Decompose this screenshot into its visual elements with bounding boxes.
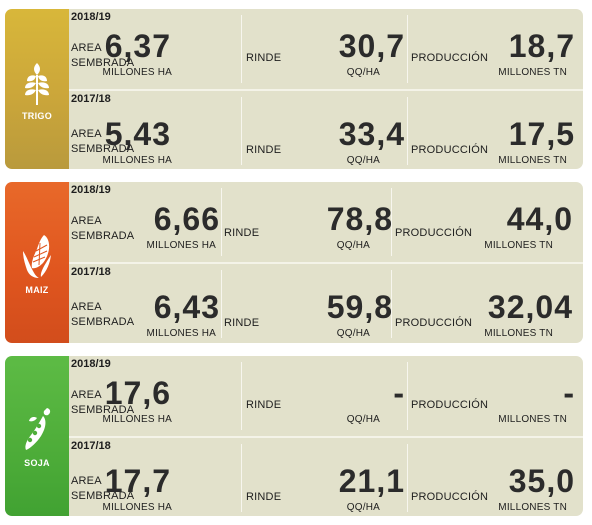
- crop-panel: 2018/19 AREA SEMBRADA 6,37 MILLONES HA R…: [69, 9, 583, 169]
- produccion-label: PRODUCCIÓN: [395, 227, 473, 239]
- rinde-label: RINDE: [246, 399, 282, 411]
- produccion-unit: MILLONES TN: [498, 414, 567, 425]
- rinde-value: 78,8: [326, 201, 393, 237]
- rinde-unit: QQ/HA: [336, 328, 370, 339]
- rinde-value: 33,4: [338, 116, 405, 152]
- area-unit: MILLONES HA: [102, 67, 172, 78]
- soybean-icon: [25, 408, 51, 450]
- crop-block-trigo: TRIGO 2018/19 AREA SEMBRADA 6,37 MILLONE…: [5, 9, 583, 169]
- crop-tab-soja: SOJA: [5, 356, 69, 516]
- crop-name: TRIGO: [22, 111, 52, 121]
- rinde-unit: QQ/HA: [336, 240, 370, 251]
- area-value: 17,7: [104, 463, 171, 499]
- produccion-unit: MILLONES TN: [498, 155, 567, 166]
- rinde-label: RINDE: [224, 227, 260, 239]
- area-label: AREA SEMBRADA: [71, 475, 135, 502]
- produccion-value: 18,7: [508, 28, 575, 64]
- produccion-value: 35,0: [508, 463, 575, 499]
- rinde-unit: QQ/HA: [346, 155, 380, 166]
- divider: [407, 97, 408, 165]
- crop-tab-trigo: TRIGO: [5, 9, 69, 169]
- crop-name: SOJA: [24, 458, 50, 468]
- crop-tab-maiz: MAIZ: [5, 182, 69, 343]
- area-unit: MILLONES HA: [102, 155, 172, 166]
- area-value: 5,43: [104, 116, 171, 152]
- divider: [241, 362, 242, 430]
- produccion-unit: MILLONES TN: [498, 67, 567, 78]
- produccion-unit: MILLONES TN: [484, 328, 553, 339]
- area-label: AREA SEMBRADA: [71, 128, 135, 155]
- season-label: 2018/19: [71, 358, 111, 370]
- divider: [407, 15, 408, 83]
- season-label: 2017/18: [71, 266, 111, 278]
- produccion-value: 17,5: [508, 116, 575, 152]
- corn-icon: [23, 234, 51, 278]
- area-label: AREA SEMBRADA: [71, 42, 135, 69]
- season-row: 2017/18 AREA SEMBRADA 6,43 MILLONES HA R…: [69, 262, 583, 344]
- divider: [391, 188, 392, 256]
- produccion-value: -: [563, 375, 575, 411]
- season-row: 2017/18 AREA SEMBRADA 5,43 MILLONES HA R…: [69, 89, 583, 171]
- season-label: 2018/19: [71, 11, 111, 23]
- season-row: 2017/18 AREA SEMBRADA 17,7 MILLONES HA R…: [69, 436, 583, 518]
- produccion-value: 44,0: [506, 201, 573, 237]
- produccion-label: PRODUCCIÓN: [411, 144, 489, 156]
- season-label: 2017/18: [71, 440, 111, 452]
- rinde-label: RINDE: [224, 317, 260, 329]
- area-value: 6,66: [153, 201, 220, 237]
- rinde-label: RINDE: [246, 491, 282, 503]
- rinde-label: RINDE: [246, 52, 282, 64]
- produccion-unit: MILLONES TN: [498, 502, 567, 513]
- area-unit: MILLONES HA: [146, 328, 216, 339]
- divider: [221, 188, 222, 256]
- season-label: 2017/18: [71, 93, 111, 105]
- area-unit: MILLONES HA: [102, 414, 172, 425]
- divider: [221, 270, 222, 338]
- rinde-value: 59,8: [326, 289, 393, 325]
- season-label: 2018/19: [71, 184, 111, 196]
- divider: [241, 15, 242, 83]
- crop-panel: 2018/19 AREA SEMBRADA 6,66 MILLONES HA R…: [69, 182, 583, 343]
- produccion-label: PRODUCCIÓN: [411, 491, 489, 503]
- produccion-value: 32,04: [487, 289, 573, 325]
- rinde-value: 30,7: [338, 28, 405, 64]
- crop-panel: 2018/19 AREA SEMBRADA 17,6 MILLONES HA R…: [69, 356, 583, 516]
- crop-name: MAIZ: [25, 284, 49, 295]
- area-label: AREA SEMBRADA: [71, 301, 135, 328]
- produccion-label: PRODUCCIÓN: [411, 52, 489, 64]
- wheat-icon: [25, 63, 49, 105]
- rinde-unit: QQ/HA: [346, 67, 380, 78]
- area-value: 17,6: [104, 375, 171, 411]
- area-value: 6,43: [153, 289, 220, 325]
- rinde-label: RINDE: [246, 144, 282, 156]
- divider: [241, 97, 242, 165]
- area-value: 6,37: [104, 28, 171, 64]
- crop-block-maiz: MAIZ 2018/19 AREA SEMBRADA 6,66 MILLONES…: [5, 182, 583, 343]
- divider: [407, 444, 408, 512]
- divider: [391, 270, 392, 338]
- area-label: AREA SEMBRADA: [71, 389, 135, 416]
- divider: [241, 444, 242, 512]
- divider: [407, 362, 408, 430]
- crop-block-soja: SOJA 2018/19 AREA SEMBRADA 17,6 MILLONES…: [5, 356, 583, 516]
- rinde-value: -: [393, 375, 405, 411]
- rinde-value: 21,1: [338, 463, 405, 499]
- rinde-unit: QQ/HA: [346, 502, 380, 513]
- rinde-unit: QQ/HA: [346, 414, 380, 425]
- season-row: 2018/19 AREA SEMBRADA 17,6 MILLONES HA R…: [69, 356, 583, 436]
- area-label: AREA SEMBRADA: [71, 215, 135, 242]
- produccion-unit: MILLONES TN: [484, 240, 553, 251]
- area-unit: MILLONES HA: [102, 502, 172, 513]
- area-unit: MILLONES HA: [146, 240, 216, 251]
- season-row: 2018/19 AREA SEMBRADA 6,66 MILLONES HA R…: [69, 182, 583, 262]
- produccion-label: PRODUCCIÓN: [395, 317, 473, 329]
- produccion-label: PRODUCCIÓN: [411, 399, 489, 411]
- season-row: 2018/19 AREA SEMBRADA 6,37 MILLONES HA R…: [69, 9, 583, 89]
